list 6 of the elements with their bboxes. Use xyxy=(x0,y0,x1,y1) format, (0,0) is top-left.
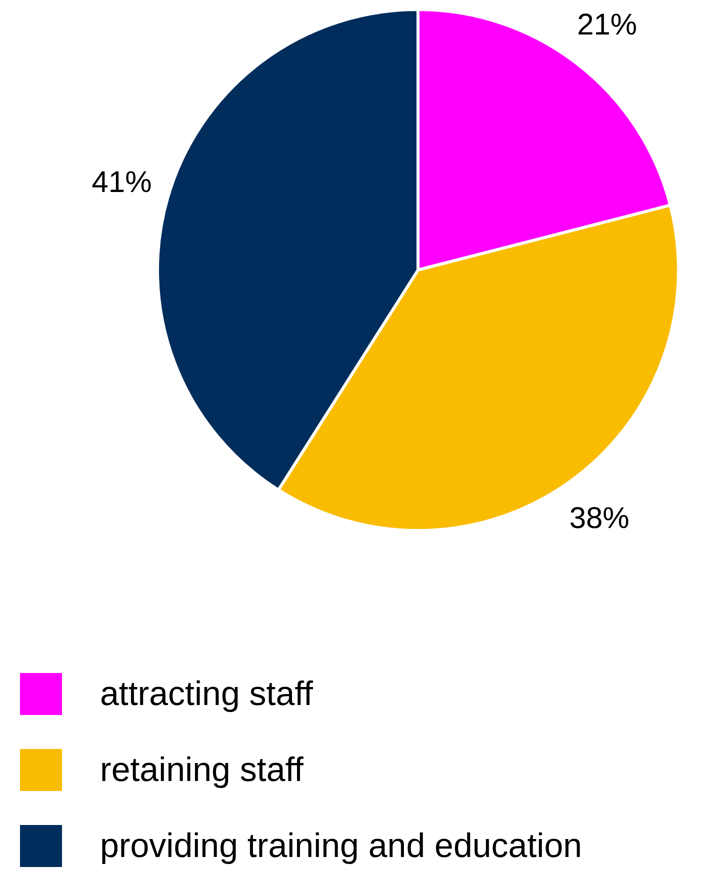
legend-label: retaining staff xyxy=(100,750,304,790)
legend-label: providing training and education xyxy=(100,826,582,866)
legend-label: attracting staff xyxy=(100,674,313,714)
data-label: 38% xyxy=(569,502,630,535)
data-label: 21% xyxy=(577,8,638,42)
data-label: 41% xyxy=(92,166,152,200)
